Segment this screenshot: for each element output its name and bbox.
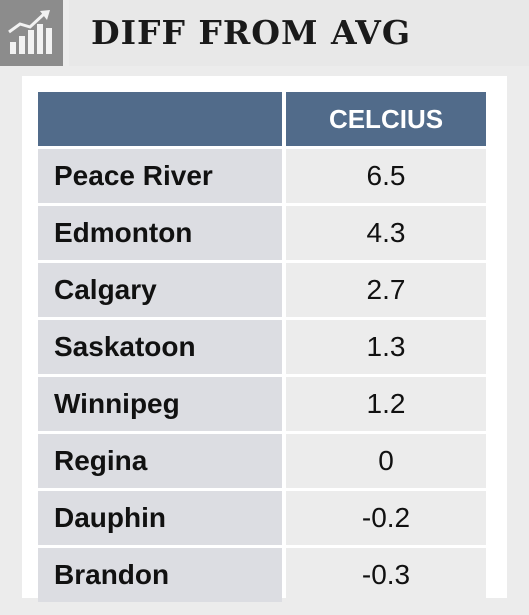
table-row: Brandon -0.3 xyxy=(38,548,486,602)
row-name: Calgary xyxy=(38,263,282,317)
row-value: 0 xyxy=(286,434,486,488)
table-row: Regina 0 xyxy=(38,434,486,488)
row-value: 4.3 xyxy=(286,206,486,260)
header: DIFF FROM AVG xyxy=(0,0,529,66)
title-bar: DIFF FROM AVG xyxy=(69,0,529,66)
table-row: Edmonton 4.3 xyxy=(38,206,486,260)
table-row: Calgary 2.7 xyxy=(38,263,486,317)
table-row: Dauphin -0.2 xyxy=(38,491,486,545)
header-cell-celcius: CELCIUS xyxy=(286,92,486,146)
page-title: DIFF FROM AVG xyxy=(91,13,412,52)
table-row: Peace River 6.5 xyxy=(38,149,486,203)
row-name: Winnipeg xyxy=(38,377,282,431)
data-table: CELCIUS Peace River 6.5 Edmonton 4.3 Cal… xyxy=(38,92,486,605)
row-value: 1.2 xyxy=(286,377,486,431)
table-row: Saskatoon 1.3 xyxy=(38,320,486,374)
row-name: Dauphin xyxy=(38,491,282,545)
table-header-row: CELCIUS xyxy=(38,92,486,146)
row-value: -0.2 xyxy=(286,491,486,545)
row-name: Regina xyxy=(38,434,282,488)
row-value: -0.3 xyxy=(286,548,486,602)
row-name: Edmonton xyxy=(38,206,282,260)
row-name: Peace River xyxy=(38,149,282,203)
table-panel: CELCIUS Peace River 6.5 Edmonton 4.3 Cal… xyxy=(22,76,507,602)
row-value: 2.7 xyxy=(286,263,486,317)
row-value: 1.3 xyxy=(286,320,486,374)
header-cell-name xyxy=(38,92,282,146)
table-row: Winnipeg 1.2 xyxy=(38,377,486,431)
row-value: 6.5 xyxy=(286,149,486,203)
row-name: Brandon xyxy=(38,548,282,602)
row-name: Saskatoon xyxy=(38,320,282,374)
chart-trend-icon xyxy=(0,0,63,66)
